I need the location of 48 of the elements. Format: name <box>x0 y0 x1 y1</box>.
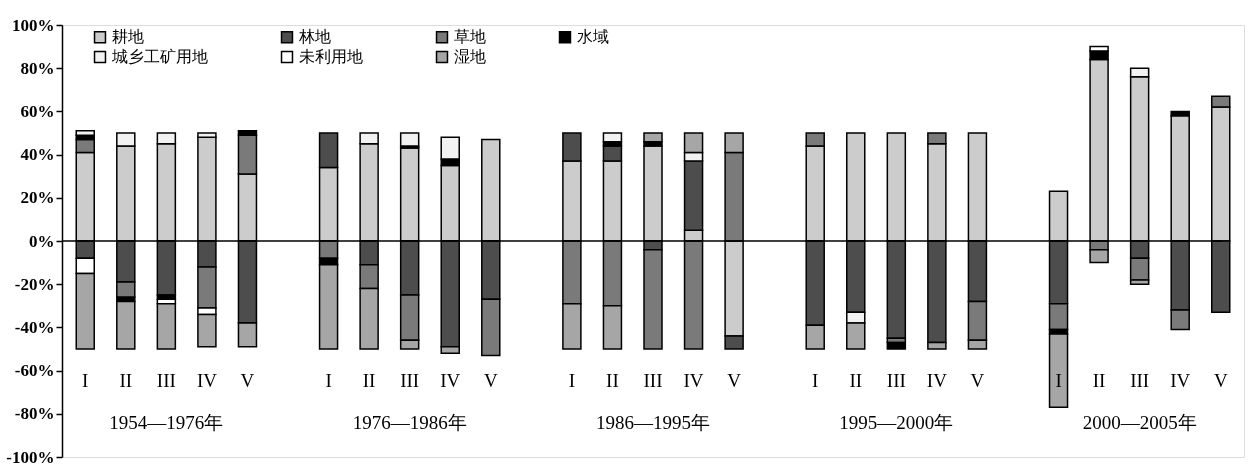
x-tick-label: III <box>886 370 906 392</box>
y-tick-label: -40% <box>14 317 55 337</box>
x-tick-label: II <box>1092 370 1106 392</box>
annotation: 1995—2000年 <box>839 412 954 434</box>
x-tick-label: I <box>568 370 576 392</box>
annotation: 1954—1976年 <box>109 412 224 434</box>
x-tick-label: V <box>483 370 498 392</box>
annotation: 2000—2005年 <box>1082 412 1197 434</box>
x-tick-label: III <box>643 370 663 392</box>
x-tick-label: I <box>82 370 89 392</box>
x-tick-label: II <box>362 370 376 392</box>
x-tick-label: IV <box>683 370 704 392</box>
x-tick-label: V <box>240 370 255 392</box>
x-tick-label: I <box>1055 370 1062 392</box>
y-tick-label: 100% <box>12 15 55 35</box>
x-tick-label: IV <box>1170 370 1191 392</box>
x-tick-label: III <box>156 370 176 392</box>
y-tick-label: 20% <box>20 188 55 208</box>
legend-label: 未利用地 <box>299 48 363 65</box>
y-tick-label: -60% <box>14 361 55 381</box>
legend-label: 草地 <box>454 28 486 46</box>
annotation: 1986—1995年 <box>596 412 710 434</box>
x-tick-label: V <box>970 370 985 392</box>
legend-label: 城乡工矿用地 <box>111 48 208 65</box>
legend-label: 水域 <box>577 28 609 46</box>
x-tick-label: IV <box>926 370 948 392</box>
y-tick-label: -20% <box>14 274 55 294</box>
x-tick-label: IV <box>196 370 218 392</box>
y-tick-label: 0% <box>29 231 55 251</box>
annotation: 1976—1986年 <box>352 412 467 434</box>
y-tick-label: -100% <box>6 447 55 467</box>
y-tick-label: 40% <box>20 145 55 165</box>
x-tick-label: I <box>812 370 819 392</box>
x-tick-label: IV <box>440 370 461 392</box>
x-tick-label: II <box>849 370 863 392</box>
x-tick-label: III <box>1130 370 1150 392</box>
x-tick-label: II <box>119 370 133 392</box>
y-tick-label: 80% <box>20 58 55 78</box>
y-tick-label: 60% <box>20 101 55 121</box>
x-tick-label: I <box>325 370 332 392</box>
x-tick-label: V <box>727 370 742 392</box>
legend-label: 湿地 <box>454 48 486 65</box>
x-tick-label: II <box>606 370 619 392</box>
legend-label: 林地 <box>298 28 331 46</box>
legend-label: 耕地 <box>112 28 144 46</box>
y-tick-label: -80% <box>14 404 55 424</box>
x-tick-label: V <box>1213 370 1228 392</box>
x-tick-label: III <box>400 370 420 392</box>
